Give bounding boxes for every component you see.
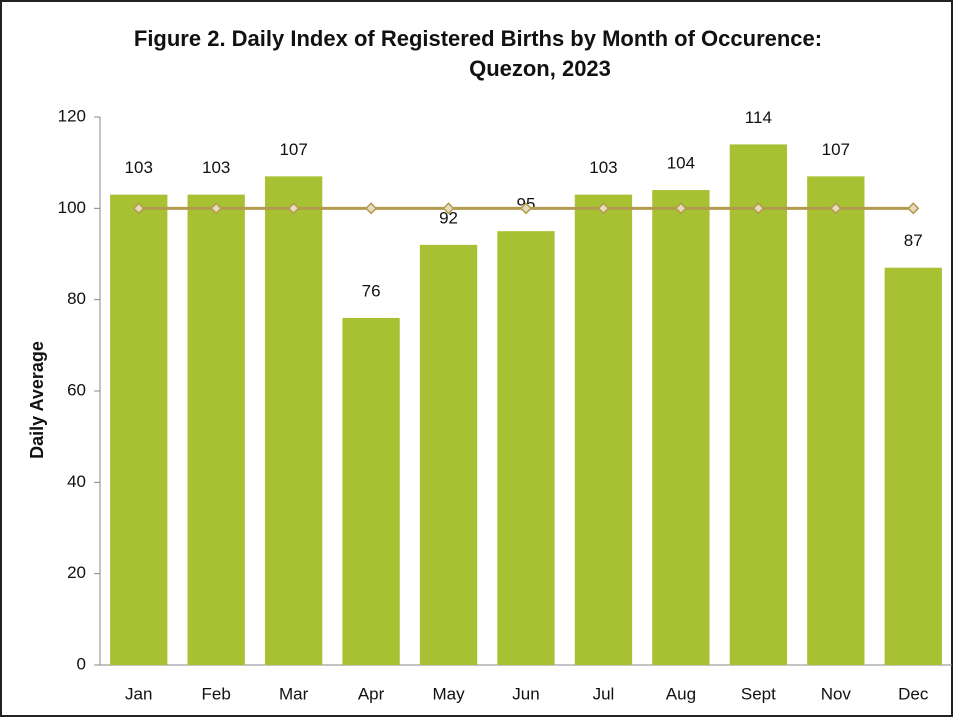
data-label: 103 (202, 158, 230, 177)
data-label: 76 (362, 281, 381, 300)
bar (342, 317, 400, 665)
line-marker (907, 202, 920, 215)
line-marker (365, 202, 378, 215)
x-tick-label: Jan (125, 684, 152, 703)
x-tick-label: Dec (898, 684, 929, 703)
chart-title: Figure 2. Daily Index of Registered Birt… (134, 26, 822, 51)
bar (264, 176, 323, 665)
bar (497, 231, 555, 665)
bar (574, 194, 633, 665)
line-marker (132, 202, 145, 215)
line-marker (674, 202, 687, 215)
x-tick-label: Aug (666, 684, 696, 703)
x-tick-label: Apr (358, 684, 385, 703)
line-marker (752, 202, 765, 215)
bar (110, 194, 168, 665)
data-label: 87 (904, 231, 923, 250)
y-axis-title: Daily Average (27, 341, 47, 459)
line-marker (519, 202, 533, 215)
x-tick-label: Jun (512, 684, 539, 703)
line-marker (597, 202, 610, 215)
line-marker (287, 202, 300, 215)
x-tick-label: Feb (202, 684, 231, 703)
bar (652, 190, 710, 666)
x-tick-label: Mar (279, 684, 309, 703)
data-label: 107 (279, 140, 307, 159)
data-label: 104 (667, 154, 695, 173)
line-marker (829, 202, 842, 215)
x-tick-label: Jul (593, 684, 615, 703)
x-tick-label: Sept (741, 684, 776, 703)
bar (187, 194, 245, 665)
data-label: 114 (745, 108, 772, 127)
data-label: 103 (589, 158, 617, 177)
y-tick-label: 60 (67, 380, 86, 399)
data-label: 103 (125, 158, 153, 177)
y-tick-label: 80 (67, 289, 86, 308)
y-tick-label: 20 (67, 563, 86, 582)
bar (807, 176, 865, 665)
y-tick-label: 100 (58, 198, 86, 217)
x-tick-label: May (432, 684, 465, 703)
bar (729, 144, 788, 665)
data-label: 107 (822, 140, 850, 159)
data-label: 92 (439, 208, 458, 227)
line-marker (210, 202, 223, 215)
y-tick-label: 120 (58, 106, 86, 125)
line-marker (442, 202, 455, 215)
bar (419, 244, 478, 665)
y-tick-label: 40 (67, 472, 86, 491)
y-tick-label: 0 (77, 654, 86, 673)
chart-title: Quezon, 2023 (469, 56, 611, 81)
x-tick-label: Nov (821, 684, 852, 703)
bar (884, 267, 942, 665)
